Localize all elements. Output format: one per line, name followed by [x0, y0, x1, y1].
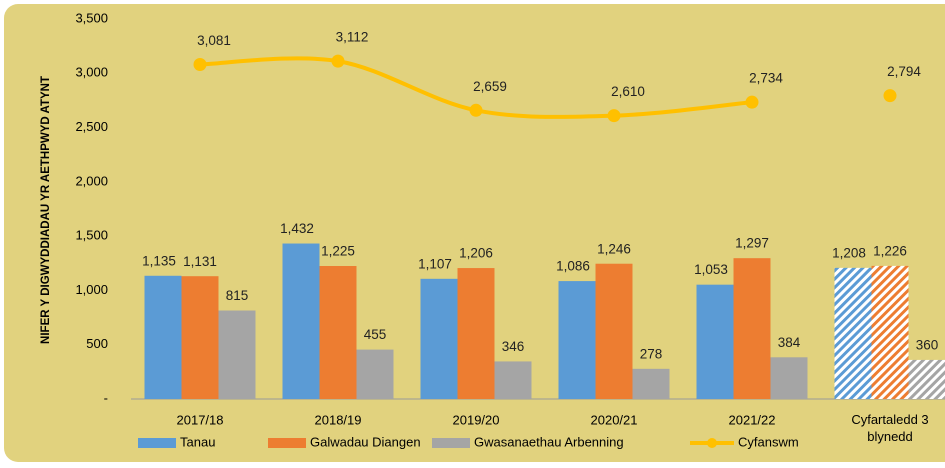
bar: [733, 258, 771, 399]
data-label: 455: [364, 327, 387, 342]
legend-label: Cyfanswm: [738, 434, 799, 449]
bar: [144, 275, 182, 399]
legend-marker: [707, 438, 717, 448]
bar: [457, 268, 495, 399]
y-tick-label: 2,500: [75, 119, 108, 134]
data-label: 3,081: [197, 33, 231, 48]
y-tick-label: 500: [86, 336, 108, 351]
bar: [632, 368, 670, 399]
data-label: 360: [916, 337, 939, 352]
bar: [356, 349, 394, 399]
data-label: 1,246: [597, 241, 631, 256]
data-label: 2,659: [473, 79, 507, 94]
data-label: 346: [502, 339, 525, 354]
x-tick-label: 2018/19: [315, 412, 362, 427]
bar: [319, 266, 357, 399]
y-tick-label: 1,500: [75, 228, 108, 243]
x-tick-line: Cyfartaledd 3: [851, 412, 928, 427]
bar: [494, 361, 532, 399]
x-tick-line: blynedd: [867, 429, 913, 444]
data-label: 2,794: [887, 64, 921, 79]
y-tick-label: 3,000: [75, 65, 108, 80]
line-marker: [607, 109, 621, 123]
data-label: 1,226: [873, 243, 907, 258]
bar: [282, 243, 320, 399]
legend-label: Galwadau Diangen: [310, 434, 421, 449]
legend-label: Gwasanaethau Arbenning: [474, 434, 624, 449]
data-label: 2,734: [749, 71, 783, 86]
bar: [834, 267, 872, 399]
y-tick-label: 3,500: [75, 10, 108, 25]
legend-swatch: [138, 438, 176, 448]
bar: [595, 263, 633, 399]
bar: [218, 310, 256, 399]
y-axis-label: NIFER Y DIGWYDDIADAU YR AETHPWYD ATYNT: [40, 76, 52, 344]
y-tick-label: 2,000: [75, 173, 108, 188]
x-tick-label: 2019/20: [453, 412, 500, 427]
bar: [181, 276, 219, 399]
x-tick-label: 2021/22: [729, 412, 776, 427]
data-label: 1,053: [694, 262, 728, 277]
data-label: 815: [226, 288, 249, 303]
data-label: 3,112: [336, 30, 369, 45]
y-tick-label: 1,000: [75, 282, 108, 297]
data-label: 1,432: [280, 221, 314, 236]
legend-swatch: [268, 438, 306, 448]
data-label: 278: [640, 346, 663, 361]
bar: [871, 265, 909, 399]
line-marker: [469, 103, 483, 117]
line-marker: [193, 57, 207, 71]
line-marker: [883, 89, 897, 103]
legend-swatch: [432, 438, 470, 448]
x-tick-label: 2020/21: [591, 412, 638, 427]
data-label: 1,086: [556, 259, 590, 274]
data-label: 2,610: [611, 84, 645, 99]
bar: [420, 278, 458, 399]
bar: [908, 359, 945, 399]
line-marker: [745, 95, 759, 109]
data-label: 1,297: [735, 236, 769, 251]
x-tick-label: Cyfartaledd 3 blynedd: [851, 412, 928, 444]
data-label: 1,225: [321, 244, 355, 259]
bar: [770, 357, 808, 399]
data-label: 1,135: [142, 253, 176, 268]
bar: [558, 281, 596, 399]
data-label: 1,107: [418, 256, 452, 271]
data-label: 1,206: [459, 246, 493, 261]
bar: [696, 284, 734, 399]
x-tick-label: 2017/18: [177, 412, 224, 427]
data-label: 1,208: [832, 245, 866, 260]
data-label: 384: [778, 335, 801, 350]
line-marker: [331, 54, 345, 68]
y-tick-label: -: [104, 390, 108, 405]
legend-label: Tanau: [180, 434, 215, 449]
data-label: 1,131: [183, 254, 217, 269]
